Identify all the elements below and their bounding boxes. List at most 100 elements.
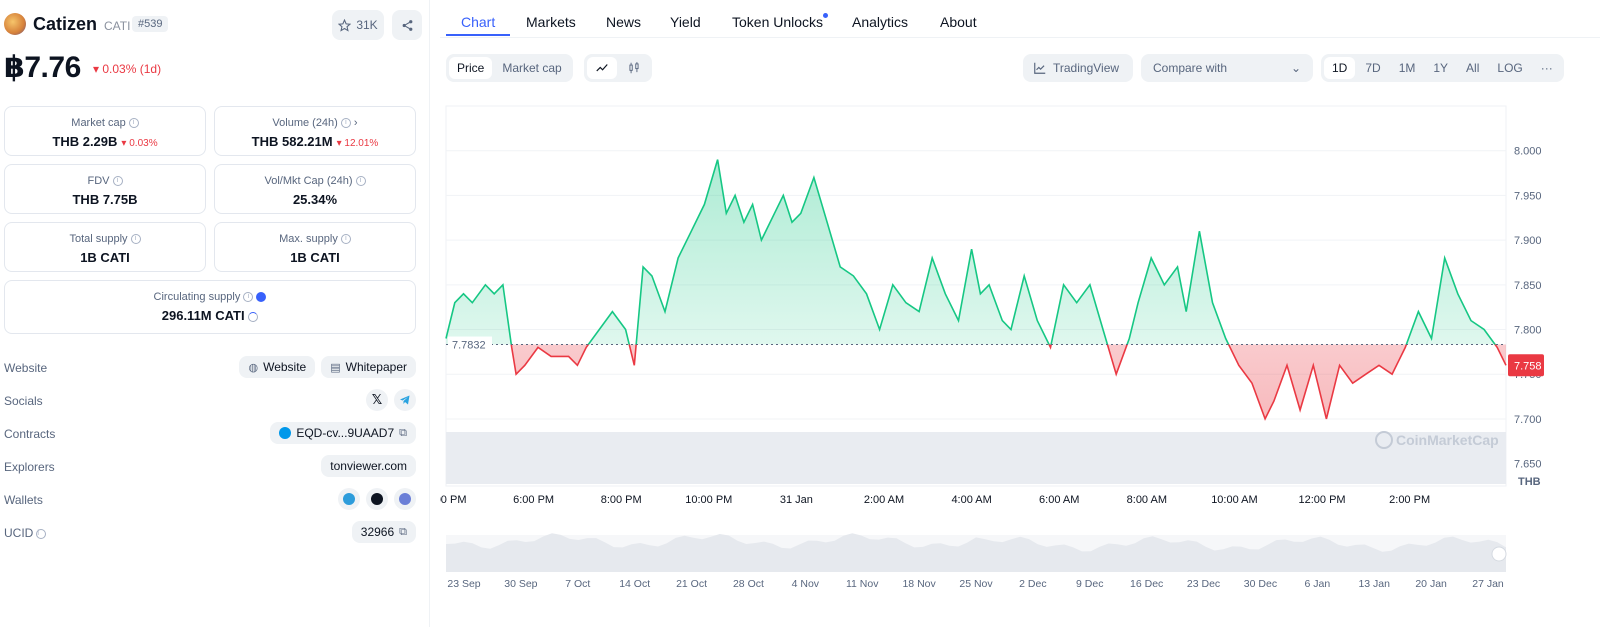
plot-frame [445,105,1507,487]
market-cap-toggle[interactable]: Market cap [502,61,562,75]
info-icon[interactable]: i [243,292,254,303]
tab-analytics[interactable]: Analytics [852,14,909,30]
x-tick-label: 31 Jan [780,494,813,506]
ucid-value-pill[interactable]: 32966 ⧉ [351,521,416,543]
range-1m[interactable]: 1M [1398,61,1416,75]
navigator-tick-label: 28 Oct [733,578,764,590]
volume-card[interactable]: Volume (24h) i › THB 582.21M ▾ 12.01% [214,106,416,156]
tab-about[interactable]: About [940,14,977,30]
navigator-tick-label: 21 Oct [676,578,707,590]
info-icon[interactable]: i [112,176,123,187]
baseline-label: 7.7832 [452,340,486,352]
compare-with-select[interactable]: Compare with ⌄ [1141,54,1313,82]
contracts-label: Contracts [4,427,56,441]
whitepaper-link[interactable]: ▤ Whitepaper [321,356,416,378]
navigator-tick-label: 16 Dec [1130,578,1163,590]
more-options-button[interactable]: ··· [1540,61,1553,75]
max-supply-label: Max. supply [279,233,338,245]
copy-icon[interactable]: ⧉ [399,525,407,538]
current-price-tag [1508,354,1544,377]
volume-value: THB 582.21M [251,134,333,149]
area-above-baseline [446,159,1496,345]
range-1d[interactable]: 1D [1324,57,1356,79]
navigator-tick-label: 20 Jan [1415,578,1447,590]
tradingview-button[interactable]: TradingView [1023,54,1133,82]
tab-chart[interactable]: Chart [461,14,496,30]
vol-mkt-value: 25.34% [292,192,338,207]
info-icon[interactable]: i [355,176,366,187]
time-range-toggle: 1D 7D 1M 1Y All LOG ··· [1321,54,1564,82]
y-tick-label: 7.650 [1514,459,1542,471]
wallet-tonkeeper-icon[interactable] [338,488,360,510]
telegram-icon[interactable] [394,389,416,411]
tab-markets[interactable]: Markets [526,14,576,30]
y-tick-label: 7.850 [1514,280,1542,292]
x-tick-label: 6:00 PM [513,494,554,506]
y-tick-label: 8.000 [1514,146,1542,158]
wallet-ton-icon[interactable] [366,488,388,510]
ucid-label: UCID [4,526,34,540]
x-twitter-icon[interactable]: 𝕏 [366,389,388,411]
total-supply-card: Total supply i 1B CATI [4,222,206,272]
navigator-tick-label: 23 Sep [447,578,480,590]
share-icon [402,19,412,31]
wallet-generic-icon[interactable] [394,488,416,510]
y-tick-label: 7.800 [1514,325,1542,337]
info-icon[interactable]: i [36,528,47,539]
cmc-logo-icon [1375,431,1393,449]
website-label: Website [4,361,48,375]
navigator-tick-label: 25 Nov [959,578,993,590]
price-chart[interactable]: 8.0007.9507.9007.8507.8007.7507.7007.650… [440,100,1600,600]
contract-address-value: EQD-cv...9UAAD7 [296,426,395,440]
candlestick-icon[interactable] [619,57,649,79]
navigator-tick-label: 11 Nov [846,578,879,590]
wallets-label: Wallets [4,493,43,507]
contract-address[interactable]: EQD-cv...9UAAD7 ⧉ [270,422,416,444]
active-tab-underline [446,34,510,36]
navigator-tick-label: 4 Nov [792,578,820,590]
area-below-baseline [446,344,1506,419]
info-icon[interactable]: i [340,234,351,245]
coin-rank-badge: #539 [132,16,169,32]
info-icon[interactable]: i [340,118,351,129]
navigator-tick-label: 30 Sep [504,578,537,590]
coin-header: Catizen CATI #539 31K [4,10,424,40]
socials-label: Socials [4,394,43,408]
tab-yield[interactable]: Yield [670,14,701,30]
share-button[interactable] [392,10,422,40]
max-supply-value: 1B CATI [290,250,340,265]
tradingview-label: TradingView [1053,61,1120,75]
circulating-value: 296.11M CATI [161,308,245,323]
coin-symbol: CATI [104,19,131,33]
x-tick-label: 10:00 PM [685,494,732,506]
info-icon[interactable]: i [128,118,139,129]
coin-sidebar: Catizen CATI #539 31K ฿7.76 ▾ 0.03% (1d)… [0,0,430,627]
info-icon[interactable]: i [130,234,141,245]
navigator-tick-label: 9 Dec [1076,578,1103,590]
log-toggle[interactable]: LOG [1497,61,1523,75]
range-1y[interactable]: 1Y [1433,61,1449,75]
fdv-value: THB 7.75B [72,192,138,207]
total-supply-label: Total supply [69,233,128,245]
x-tick-label: 4:00 PM [440,494,466,506]
explorer-link[interactable]: tonviewer.com [321,455,416,477]
whitepaper-link-label: Whitepaper [345,360,407,374]
copy-icon[interactable]: ⧉ [399,426,407,439]
tab-token-unlocks[interactable]: Token Unlocks [732,14,824,30]
tab-news[interactable]: News [606,14,642,30]
price-change-value: 0.03% (1d) [102,62,162,76]
y-tick-label: 7.950 [1514,190,1542,202]
website-link[interactable]: ◍ Website [239,356,316,378]
price-toggle[interactable]: Price [449,57,493,79]
x-tick-label: 8:00 PM [601,494,642,506]
website-row: Website ◍ Website ▤ Whitepaper [4,356,416,380]
line-chart-icon[interactable] [587,57,617,79]
chart-panel: Chart Markets News Yield Token Unlocks A… [440,0,1600,627]
navigator-tick-label: 18 Nov [902,578,936,590]
explorers-label: Explorers [4,460,55,474]
range-all[interactable]: All [1466,61,1480,75]
watchlist-button[interactable]: 31K [332,10,384,40]
navigator-tick-label: 2 Dec [1019,578,1046,590]
ton-icon [279,427,292,439]
range-7d[interactable]: 7D [1365,61,1381,75]
